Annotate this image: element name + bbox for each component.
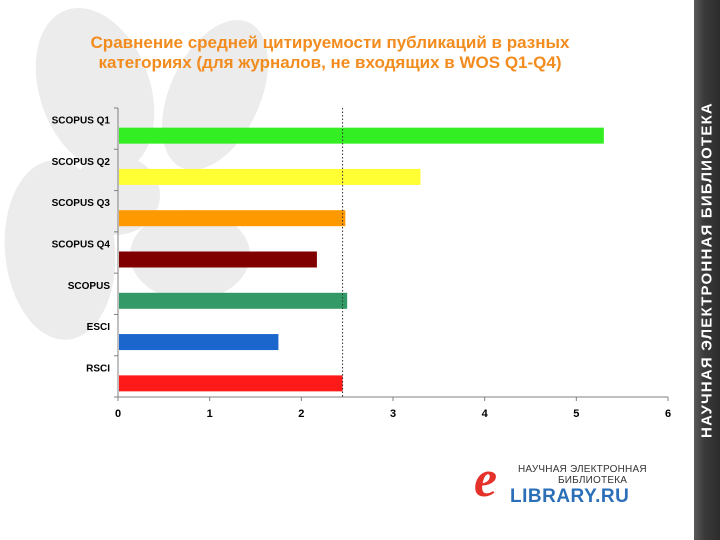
category-label: SCOPUS Q4	[52, 240, 111, 251]
chart-title: Сравнение средней цитируемости публикаци…	[40, 33, 620, 73]
category-label: SCOPUS Q1	[52, 116, 111, 127]
x-tick-label: 5	[573, 408, 579, 420]
category-label: RSCI	[86, 363, 110, 374]
elibrary-logo: e НАУЧНАЯ ЭЛЕКТРОННАЯ БИБЛИОТЕКА LIBRARY…	[474, 454, 654, 510]
bar	[119, 168, 421, 185]
bar	[119, 127, 604, 144]
x-tick-label: 1	[207, 408, 213, 420]
category-label: SCOPUS	[68, 281, 111, 292]
sidebar-label: НАУЧНАЯ ЭЛЕКТРОННАЯ БИБЛИОТЕКА	[698, 102, 716, 438]
plot-area: 0 1 2 3 4 5 6 SCOPUS Q1 SCOPUS Q2 SCOPUS Q3 SCOPUS…	[52, 107, 671, 420]
category-label: SCOPUS Q3	[52, 198, 111, 209]
x-tick-label: 2	[298, 408, 304, 420]
chart-title-line2: категориях (для журналов, не входящих в …	[98, 53, 562, 72]
logo-caption-line2: БИБЛИОТЕКА	[558, 475, 628, 486]
sidebar-band	[694, 0, 720, 540]
bar-chart: 0 1 2 3 4 5 6 SCOPUS Q1 SCOPUS Q2 SCOPUS Q3 SCOPUS…	[52, 107, 671, 420]
x-tick-label: 6	[665, 408, 671, 420]
bar	[119, 334, 279, 351]
x-tick-label: 0	[115, 408, 121, 420]
x-tick-label: 3	[390, 408, 396, 420]
chart-title-line1: Сравнение средней цитируемости публикаци…	[90, 33, 570, 52]
x-tick-label: 4	[482, 408, 489, 420]
logo-brand-text: LIBRARY.RU	[510, 486, 630, 507]
bar	[119, 375, 343, 392]
logo-e-icon: e	[474, 451, 498, 508]
bar	[119, 210, 346, 227]
bar	[119, 292, 348, 309]
logo-caption-line1: НАУЧНАЯ ЭЛЕКТРОННАЯ	[518, 464, 647, 475]
category-label: SCOPUS Q2	[52, 157, 111, 168]
bar	[119, 251, 317, 268]
category-label: ESCI	[87, 322, 111, 333]
